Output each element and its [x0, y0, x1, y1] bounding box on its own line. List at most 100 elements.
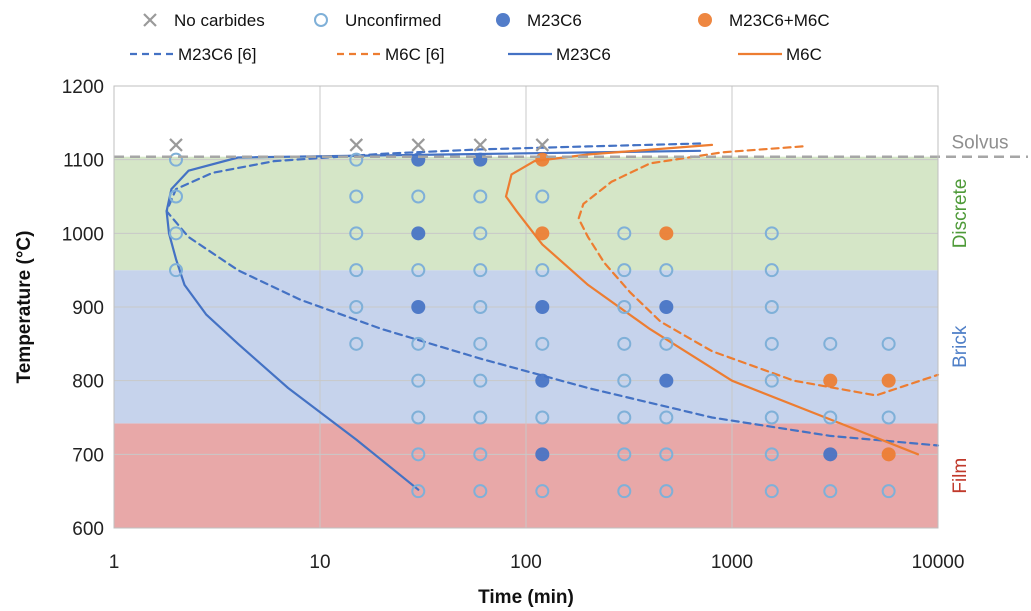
legend-label: M23C6 — [527, 11, 582, 30]
point-no-carbides — [349, 138, 364, 152]
legend-label: M6C [6] — [385, 45, 445, 64]
point-unconfirmed — [535, 336, 550, 351]
point-unconfirmed — [349, 226, 364, 241]
legend-marker — [496, 13, 510, 27]
legend-label: Unconfirmed — [345, 11, 441, 30]
point-unconfirmed — [823, 484, 838, 499]
point-unconfirmed — [473, 189, 488, 204]
x-tick-label: 10 — [309, 552, 330, 573]
point-m23c6-m6c — [535, 152, 550, 167]
legend-item-m23c6-m6c: M23C6+M6C — [698, 11, 830, 30]
legend-marker — [314, 13, 328, 27]
y-tick-label: 600 — [72, 519, 104, 540]
point-unconfirmed — [411, 336, 426, 351]
point-unconfirmed — [823, 410, 838, 425]
point-no-carbides-stroke — [169, 138, 183, 152]
point-unconfirmed — [411, 373, 426, 388]
point-m23c6-m6c — [659, 226, 674, 241]
legend-label: M23C6+M6C — [729, 11, 830, 30]
point-no-carbides-stroke — [535, 138, 550, 152]
point-unconfirmed — [617, 336, 632, 351]
point-unconfirmed — [535, 484, 550, 499]
point-unconfirmed — [617, 410, 632, 425]
point-no-carbides-stroke — [473, 138, 488, 152]
legend-item-no-carbides: No carbides — [143, 11, 265, 30]
point-no-carbides-stroke — [411, 138, 426, 152]
legend-item-m23c6-6-dashed: M23C6 [6] — [130, 45, 256, 64]
point-m23c6 — [411, 226, 426, 241]
point-unconfirmed — [473, 263, 488, 278]
point-unconfirmed — [617, 484, 632, 499]
legend-item-m6c-solid: M6C — [738, 45, 822, 64]
point-unconfirmed — [473, 336, 488, 351]
y-tick-label: 1000 — [62, 224, 104, 245]
y-tick-label: 800 — [72, 372, 104, 393]
point-unconfirmed — [617, 300, 632, 314]
y-tick-label: 1200 — [62, 77, 104, 98]
point-unconfirmed — [823, 336, 838, 351]
point-unconfirmed — [473, 410, 488, 425]
point-unconfirmed — [764, 410, 779, 425]
point-unconfirmed — [473, 300, 488, 314]
point-unconfirmed — [349, 189, 364, 204]
point-no-carbides — [411, 138, 426, 152]
point-no-carbides — [473, 138, 488, 152]
point-m23c6 — [535, 300, 550, 314]
point-unconfirmed — [881, 336, 896, 351]
legend-marker-stroke — [143, 13, 157, 27]
region-label-discrete: Discrete — [950, 179, 971, 249]
point-unconfirmed — [617, 263, 632, 278]
point-no-carbides-stroke — [349, 138, 364, 152]
point-unconfirmed — [169, 263, 184, 278]
point-unconfirmed — [617, 226, 632, 241]
point-m23c6 — [659, 300, 674, 314]
solvus-line: Solvus — [114, 133, 1028, 158]
point-unconfirmed — [473, 226, 488, 241]
point-unconfirmed — [617, 447, 632, 462]
y-axis-title: Temperature (°C) — [14, 231, 35, 384]
legend-item-m23c6-solid: M23C6 — [508, 45, 611, 64]
point-unconfirmed — [349, 152, 364, 167]
point-unconfirmed — [659, 410, 674, 425]
axis-ticks: 600 700 800 900 1000 1100 1200 1 10 100 1000 10000 — [62, 77, 965, 573]
point-unconfirmed — [411, 263, 426, 278]
point-unconfirmed — [764, 226, 779, 241]
point-unconfirmed — [659, 336, 674, 351]
y-tick-label: 900 — [72, 298, 104, 319]
point-m23c6 — [473, 152, 488, 167]
point-unconfirmed — [764, 300, 779, 314]
point-unconfirmed — [659, 263, 674, 278]
point-unconfirmed — [411, 447, 426, 462]
legend-item-m23c6: M23C6 — [496, 11, 582, 30]
x-tick-label: 10000 — [912, 552, 965, 573]
x-tick-label: 100 — [510, 552, 542, 573]
series-line-m23c6-6-dashed — [165, 142, 940, 447]
region-label-brick: Brick — [950, 325, 971, 368]
point-m23c6 — [823, 447, 838, 462]
point-unconfirmed — [473, 484, 488, 499]
y-tick-label: 700 — [72, 445, 104, 466]
point-unconfirmed — [881, 484, 896, 499]
point-unconfirmed — [535, 189, 550, 204]
series-line-m6c-6-dashed — [577, 145, 940, 397]
legend: No carbides Unconfirmed M23C6 M23C6+M6C M23C… — [130, 11, 830, 64]
point-unconfirmed — [473, 447, 488, 462]
x-axis-title: Time (min) — [478, 587, 574, 608]
x-tick-label: 1000 — [711, 552, 753, 573]
point-m23c6-m6c — [535, 226, 550, 241]
point-unconfirmed — [764, 263, 779, 278]
point-no-carbides — [169, 138, 183, 152]
point-unconfirmed — [764, 373, 779, 388]
point-m23c6-m6c — [881, 373, 896, 388]
x-tick-label: 1 — [109, 552, 120, 573]
point-unconfirmed — [349, 336, 364, 351]
point-unconfirmed — [169, 189, 184, 204]
data-points — [169, 138, 896, 499]
point-m23c6-m6c — [881, 447, 896, 462]
point-unconfirmed — [659, 447, 674, 462]
point-unconfirmed — [881, 410, 896, 425]
point-m23c6 — [411, 300, 426, 314]
point-unconfirmed — [169, 152, 184, 167]
region-label-film: Film — [950, 458, 971, 494]
